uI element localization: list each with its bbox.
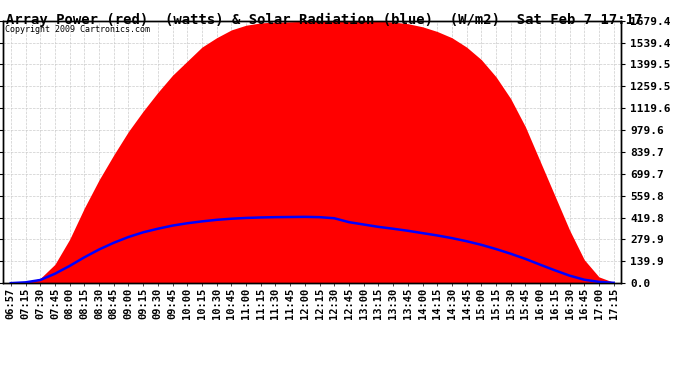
Text: Copyright 2009 Cartronics.com: Copyright 2009 Cartronics.com [5, 25, 150, 34]
Text: East Array Power (red)  (watts) & Solar Radiation (blue)  (W/m2)  Sat Feb 7 17:1: East Array Power (red) (watts) & Solar R… [0, 13, 643, 27]
